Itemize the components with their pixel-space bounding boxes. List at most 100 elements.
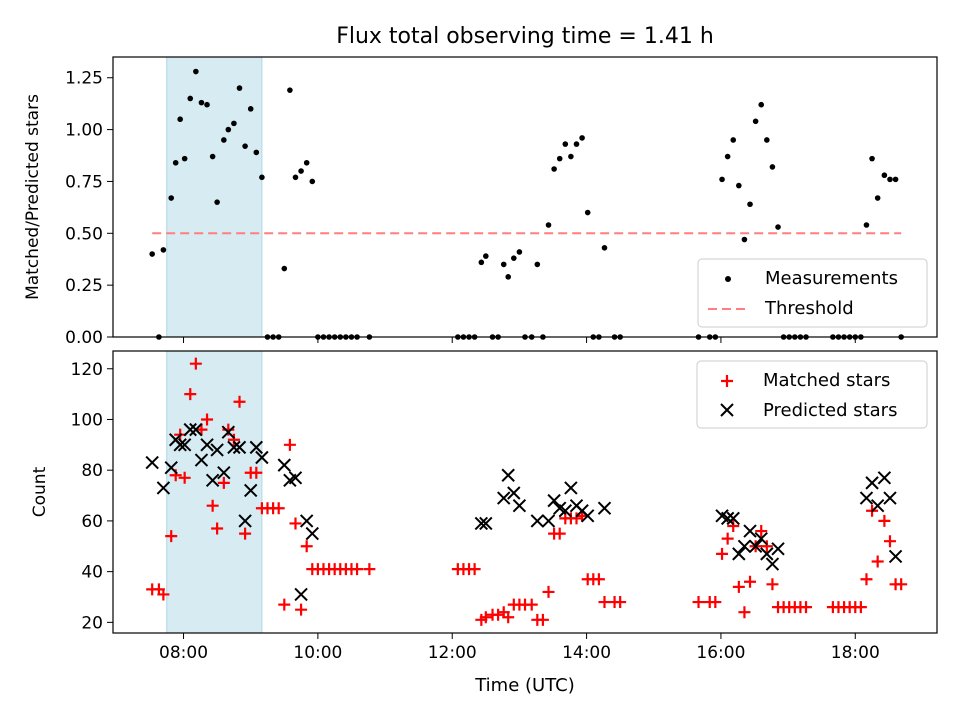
- measurement-point: [500, 261, 507, 268]
- bottom-legend: Matched stars Predicted stars: [696, 360, 928, 429]
- predicted-star-point: [547, 493, 561, 508]
- matched-star-point: [206, 499, 219, 512]
- matched-star-point: [598, 596, 611, 609]
- measurement-point: [551, 166, 557, 172]
- predicted-star-point: [305, 526, 319, 541]
- measurement-point: [253, 149, 260, 156]
- measurement-point: [204, 101, 210, 108]
- matched-star-point: [250, 466, 263, 479]
- predicted-star-point: [183, 422, 197, 437]
- measurement-point: [534, 261, 541, 268]
- x-tick-label: 12:00: [428, 643, 477, 663]
- predicted-star-point: [194, 453, 209, 467]
- predicted-star-point: [277, 458, 292, 472]
- measurement-point: [892, 176, 899, 183]
- legend-matched-marker: [721, 375, 733, 387]
- top-legend: Measurements Threshold: [697, 258, 928, 328]
- predicted-star-point: [754, 531, 768, 546]
- matched-star-point: [479, 611, 492, 624]
- measurement-point: [719, 176, 725, 183]
- matched-star-point: [189, 357, 202, 370]
- predicted-star-point: [205, 473, 220, 488]
- matched-star-point: [195, 423, 208, 436]
- x-tick-label: 16:00: [696, 643, 745, 663]
- top-legend-box: [697, 258, 928, 328]
- measurement-point: [887, 176, 893, 183]
- measurement-point: [747, 201, 753, 208]
- predicted-star-point: [221, 425, 236, 439]
- matched-star-point: [895, 578, 908, 591]
- predicted-star-point: [164, 460, 178, 475]
- predicted-star-point: [737, 539, 752, 553]
- matched-star-point: [766, 578, 779, 591]
- matched-star-point: [363, 563, 376, 576]
- predicted-star-point: [865, 476, 879, 490]
- measurement-point: [511, 255, 517, 261]
- y-tick-label: 40: [81, 563, 103, 583]
- measurement-point: [214, 199, 220, 205]
- measurement-point: [172, 159, 179, 166]
- predicted-star-point: [743, 524, 757, 538]
- measurement-point: [562, 141, 569, 147]
- measurement-point: [242, 143, 248, 149]
- bottom-legend-box: [696, 360, 928, 429]
- matched-star-point: [227, 433, 240, 446]
- predicted-star-point: [732, 547, 746, 561]
- x-tick-label: 08:00: [159, 643, 208, 663]
- measurement-point: [292, 174, 299, 181]
- matched-star-point: [878, 514, 891, 527]
- y-tick-label: 1.00: [65, 121, 103, 141]
- measurement-point: [516, 249, 523, 255]
- predicted-star-point: [883, 491, 897, 505]
- measurement-point: [259, 174, 265, 181]
- measurement-point: [303, 159, 310, 166]
- predicted-star-point: [720, 511, 735, 526]
- matched-star-point: [614, 596, 627, 609]
- measurement-point: [483, 253, 489, 259]
- predicted-stars-points: [145, 422, 903, 602]
- measurement-point: [724, 153, 731, 160]
- measurement-point: [209, 153, 216, 160]
- predicted-star-point: [541, 514, 556, 528]
- matched-star-point: [883, 535, 896, 548]
- measurement-point: [309, 178, 316, 185]
- legend-matched-label: Matched stars: [763, 370, 890, 391]
- predicted-star-point: [859, 491, 874, 505]
- top-y-axis: 0.00 0.25 0.50 0.75 1.00 1.25: [65, 69, 113, 348]
- matched-star-point: [300, 540, 313, 553]
- matched-star-point: [178, 471, 191, 484]
- predicted-star-point: [558, 504, 573, 518]
- measurement-point: [736, 182, 742, 189]
- measurement-point: [764, 137, 770, 143]
- matched-star-point: [536, 613, 549, 626]
- matched-star-point: [744, 575, 757, 588]
- matched-star-point: [755, 525, 768, 538]
- measurement-point: [584, 209, 591, 216]
- y-tick-label: 100: [71, 410, 103, 430]
- predicted-star-point: [888, 549, 903, 564]
- measurement-point: [573, 141, 580, 147]
- predicted-star-point: [501, 468, 515, 482]
- matched-star-point: [184, 388, 197, 401]
- bottom-panel-shade: [166, 350, 263, 634]
- measurement-point: [181, 155, 188, 162]
- predicted-star-point: [497, 491, 511, 505]
- matched-star-point: [732, 580, 745, 593]
- predicted-star-point: [771, 542, 785, 556]
- legend-measurements-marker: [725, 276, 731, 282]
- measurement-point: [869, 155, 875, 162]
- matched-star-point: [295, 603, 308, 616]
- predicted-star-point: [238, 514, 252, 528]
- bottom-panel: 20 40 60 80 100 120 08:00 10:00 12:00 14:00 16:00…: [30, 350, 938, 696]
- predicted-star-point: [294, 587, 308, 602]
- matched-star-point: [351, 563, 364, 576]
- measurement-point: [505, 274, 512, 280]
- measurement-point: [556, 155, 563, 162]
- measurement-point: [874, 195, 881, 201]
- matched-star-point: [709, 596, 722, 609]
- measurement-point: [247, 106, 254, 112]
- measurement-point: [730, 137, 737, 143]
- matched-star-point: [860, 573, 873, 586]
- top-x-axis: [183, 337, 856, 343]
- measurement-point: [236, 85, 243, 91]
